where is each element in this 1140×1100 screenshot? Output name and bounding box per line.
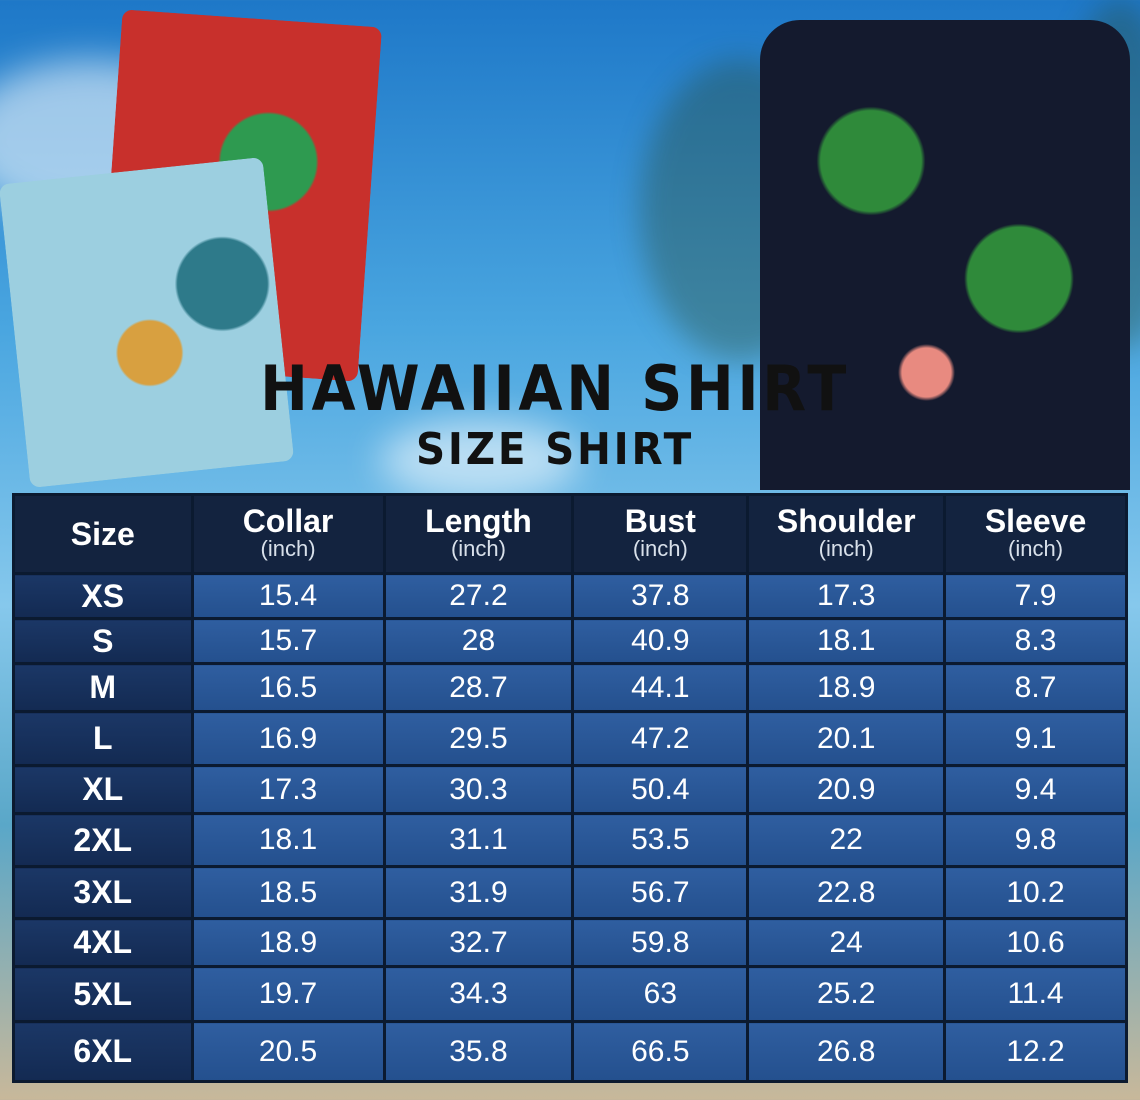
- table-row: 6XL 20.5 35.8 66.5 26.8 12.2: [12, 1020, 1128, 1083]
- column-header-unit: (inch): [450, 536, 506, 561]
- measurement-cell: 17.3: [190, 764, 386, 815]
- table-row: 3XL 18.5 31.9 56.7 22.8 10.2: [12, 865, 1128, 920]
- column-header-bust: Bust (inch): [571, 493, 750, 575]
- measurement-cell: 20.1: [746, 710, 947, 767]
- measurement-cell: 16.9: [190, 710, 386, 767]
- column-header-unit: (inch): [260, 536, 316, 561]
- measurement-cell: 18.1: [746, 617, 947, 665]
- column-header-label: Collar: [242, 503, 334, 539]
- measurement-cell: 63: [571, 965, 750, 1023]
- measurement-cell: 10.2: [943, 865, 1128, 920]
- measurement-cell: 28.7: [382, 662, 575, 713]
- measurement-cell: 9.1: [943, 710, 1128, 767]
- header-row: Size Collar (inch) Length (inch) Bust (inch) Sh…: [12, 493, 1128, 575]
- size-cell: 3XL: [12, 865, 194, 920]
- measurement-cell: 24: [746, 917, 947, 968]
- size-cell: XL: [12, 764, 194, 815]
- table-row: 2XL 18.1 31.1 53.5 22 9.8: [12, 812, 1128, 868]
- measurement-cell: 22: [746, 812, 947, 868]
- size-chart-table: Size Collar (inch) Length (inch) Bust (inch) Sh…: [12, 493, 1128, 1083]
- measurement-cell: 47.2: [571, 710, 750, 767]
- measurement-cell: 17.3: [746, 572, 947, 620]
- measurement-cell: 18.1: [190, 812, 386, 868]
- column-header-label: Shoulder: [776, 503, 916, 539]
- column-header-unit: (inch): [632, 536, 688, 561]
- measurement-cell: 19.7: [190, 965, 386, 1023]
- measurement-cell: 15.7: [190, 617, 386, 665]
- measurement-cell: 26.8: [746, 1020, 947, 1083]
- column-header-shoulder: Shoulder (inch): [746, 493, 947, 575]
- measurement-cell: 28: [382, 617, 575, 665]
- measurement-cell: 22.8: [746, 865, 947, 920]
- table-row: 5XL 19.7 34.3 63 25.2 11.4: [12, 965, 1128, 1023]
- measurement-cell: 44.1: [571, 662, 750, 713]
- table-row: S 15.7 28 40.9 18.1 8.3: [12, 617, 1128, 665]
- measurement-cell: 66.5: [571, 1020, 750, 1083]
- column-header-unit: (inch): [1008, 536, 1064, 561]
- column-header-label: Sleeve: [984, 503, 1087, 539]
- table-row: L 16.9 29.5 47.2 20.1 9.1: [12, 710, 1128, 767]
- measurement-cell: 29.5: [382, 710, 575, 767]
- measurement-cell: 30.3: [382, 764, 575, 815]
- measurement-cell: 31.1: [382, 812, 575, 868]
- size-cell: 5XL: [12, 965, 194, 1023]
- measurement-cell: 11.4: [943, 965, 1128, 1023]
- column-header-label: Size: [70, 516, 135, 552]
- measurement-cell: 25.2: [746, 965, 947, 1023]
- measurement-cell: 59.8: [571, 917, 750, 968]
- measurement-cell: 20.9: [746, 764, 947, 815]
- column-header-label: Bust: [624, 503, 696, 539]
- table-row: M 16.5 28.7 44.1 18.9 8.7: [12, 662, 1128, 713]
- column-header-unit: (inch): [818, 536, 874, 561]
- measurement-cell: 8.3: [943, 617, 1128, 665]
- size-cell: M: [12, 662, 194, 713]
- cloud: [380, 420, 580, 500]
- size-cell: L: [12, 710, 194, 767]
- measurement-cell: 53.5: [571, 812, 750, 868]
- measurement-cell: 7.9: [943, 572, 1128, 620]
- measurement-cell: 18.9: [746, 662, 947, 713]
- column-header-length: Length (inch): [382, 493, 575, 575]
- page-title: HAWAIIAN SHIRT: [260, 352, 850, 425]
- column-header-label: Length: [425, 503, 532, 539]
- measurement-cell: 37.8: [571, 572, 750, 620]
- size-cell: XS: [12, 572, 194, 620]
- measurement-cell: 31.9: [382, 865, 575, 920]
- measurement-cell: 32.7: [382, 917, 575, 968]
- column-header-collar: Collar (inch): [190, 493, 386, 575]
- size-cell: 2XL: [12, 812, 194, 868]
- model-flamingo-shirt-image: [760, 20, 1130, 490]
- table-row: 4XL 18.9 32.7 59.8 24 10.6: [12, 917, 1128, 968]
- measurement-cell: 50.4: [571, 764, 750, 815]
- measurement-cell: 35.8: [382, 1020, 575, 1083]
- measurement-cell: 40.9: [571, 617, 750, 665]
- column-header-sleeve: Sleeve (inch): [943, 493, 1128, 575]
- measurement-cell: 8.7: [943, 662, 1128, 713]
- measurement-cell: 16.5: [190, 662, 386, 713]
- size-cell: 4XL: [12, 917, 194, 968]
- table-row: XL 17.3 30.3 50.4 20.9 9.4: [12, 764, 1128, 815]
- measurement-cell: 9.4: [943, 764, 1128, 815]
- measurement-cell: 12.2: [943, 1020, 1128, 1083]
- measurement-cell: 10.6: [943, 917, 1128, 968]
- measurement-cell: 56.7: [571, 865, 750, 920]
- measurement-cell: 27.2: [382, 572, 575, 620]
- measurement-cell: 20.5: [190, 1020, 386, 1083]
- measurement-cell: 18.5: [190, 865, 386, 920]
- measurement-cell: 9.8: [943, 812, 1128, 868]
- measurement-cell: 15.4: [190, 572, 386, 620]
- size-cell: S: [12, 617, 194, 665]
- size-cell: 6XL: [12, 1020, 194, 1083]
- measurement-cell: 34.3: [382, 965, 575, 1023]
- page-subtitle: SIZE SHIRT: [416, 424, 694, 475]
- table-row: XS 15.4 27.2 37.8 17.3 7.9: [12, 572, 1128, 620]
- column-header-size: Size: [12, 493, 194, 575]
- measurement-cell: 18.9: [190, 917, 386, 968]
